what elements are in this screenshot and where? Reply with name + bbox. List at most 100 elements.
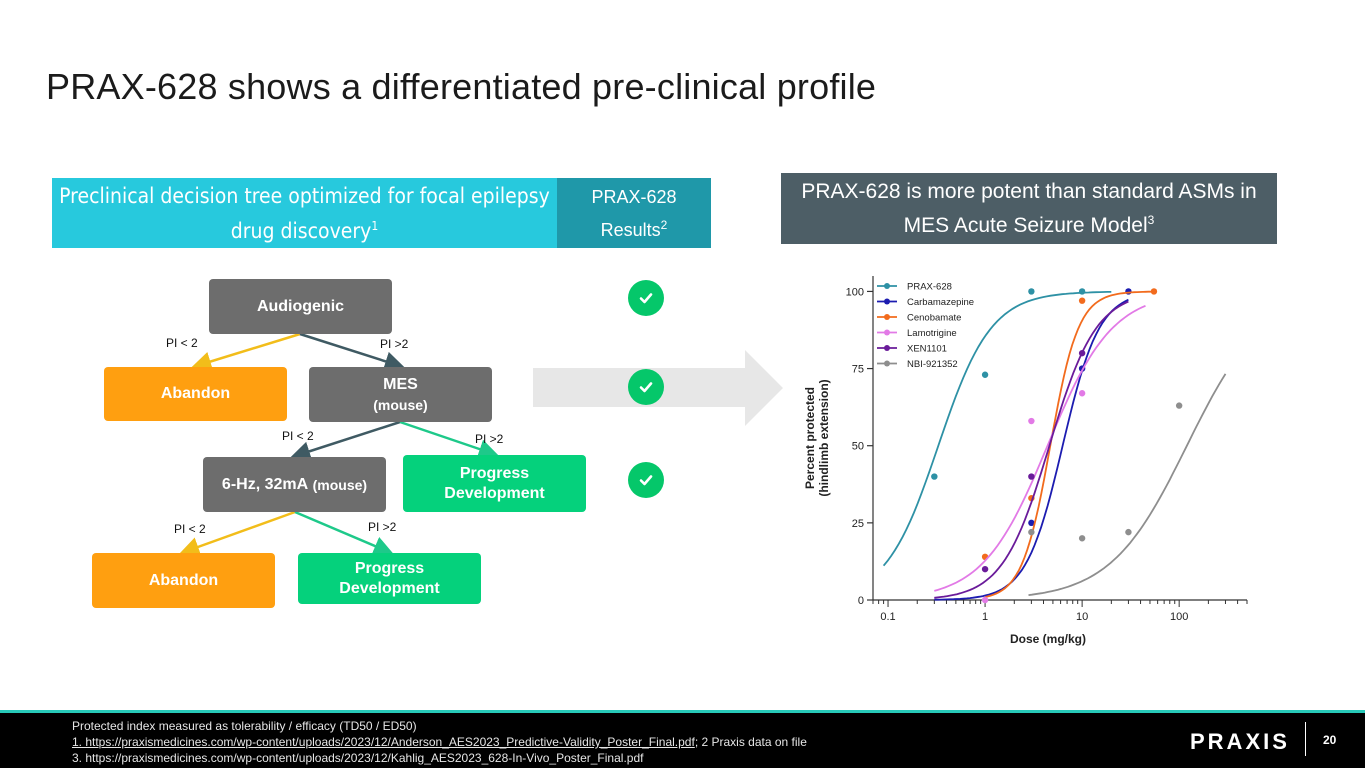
data-point-xen1101 (981, 565, 989, 573)
data-point-nbi-921352 (1175, 402, 1183, 409)
node-6hz-sub: (mouse) (312, 476, 368, 493)
series-curve-cenobamate (984, 290, 1155, 598)
pi-label-lt: PI < 2 (166, 336, 198, 350)
series-curve-xen1101 (934, 300, 1129, 599)
x-axis-label: Dose (mg/kg) (1010, 632, 1086, 646)
page-title: PRAX-628 shows a differentiated pre-clin… (46, 66, 877, 107)
results-header: PRAX-628 Results2 (557, 178, 711, 248)
legend-swatch-marker (884, 360, 890, 367)
x-tick-label: 100 (1170, 611, 1188, 623)
pi-label-lt: PI < 2 (282, 429, 314, 443)
node-mes-label: MES (383, 375, 418, 393)
footnote-line-2: 1. https://praxismedicines.com/wp-conten… (72, 735, 807, 749)
footnote-ref: 2 (660, 217, 668, 232)
legend-label: XEN1101 (907, 344, 947, 355)
decision-tree-header: Preclinical decision tree optimized for … (52, 178, 557, 248)
data-point-cenobamate (1150, 288, 1158, 295)
x-tick-label: 10 (1076, 611, 1088, 623)
node-progress-2-line2: Development (339, 579, 440, 597)
edge-audiogenic-mes (299, 332, 405, 371)
data-point-prax-628 (931, 473, 938, 480)
footnote-ref: 1 (371, 218, 379, 233)
data-point-prax-628 (981, 371, 989, 378)
potency-header-line1: PRAX-628 is more potent than standard AS… (801, 179, 1257, 203)
footer-bar (0, 710, 1365, 768)
node-6hz: 6-Hz, 32mA (mouse) (203, 457, 386, 512)
node-6hz-label: 6-Hz, 32mA (221, 475, 309, 493)
potency-header: PRAX-628 is more potent than standard AS… (781, 173, 1277, 244)
data-point-prax-628 (1028, 288, 1035, 295)
footnote-line-2-rest: ; 2 Praxis data on file (694, 735, 807, 749)
node-progress-2: Progress Development (298, 553, 481, 604)
node-progress-2-line1: Progress (354, 559, 425, 577)
y-axis-label: Percent protected (803, 387, 817, 489)
node-audiogenic-label: Audiogenic (256, 297, 345, 315)
node-abandon-2: Abandon (92, 553, 275, 608)
edge-mes-progress (399, 420, 499, 459)
node-abandon-1-label: Abandon (160, 385, 231, 402)
node-abandon-1: Abandon (104, 367, 287, 421)
footnote-ref: 3 (1147, 212, 1155, 227)
decision-tree-header-line2: drug discovery (230, 218, 372, 243)
node-audiogenic: Audiogenic (209, 279, 392, 334)
pi-label-gt: PI >2 (475, 432, 504, 446)
node-progress-1-line1: Progress (459, 464, 530, 482)
edge-mes-6hz (290, 420, 401, 461)
node-progress-1-line2: Development (444, 484, 545, 502)
data-point-nbi-921352 (1078, 535, 1086, 542)
praxis-logo: PRAXIS (1190, 729, 1290, 754)
legend-label: Carbamazepine (907, 297, 974, 308)
legend-swatch-marker (884, 298, 890, 305)
footnote-line-3: 3. https://praxismedicines.com/wp-conten… (72, 751, 644, 765)
footnote-line-1: Protected index measured as tolerability… (72, 719, 417, 733)
data-point-lamotrigine (1028, 417, 1035, 425)
node-mes-sub: (mouse) (373, 396, 428, 413)
y-tick-label: 50 (852, 441, 864, 453)
legend-label: Lamotrigine (907, 328, 957, 339)
series-curve-lamotrigine (934, 304, 1146, 592)
y-tick-label: 25 (852, 518, 864, 530)
data-point-cenobamate (1078, 297, 1086, 304)
page-number: 20 (1323, 733, 1337, 747)
x-tick-label: 1 (982, 611, 988, 623)
legend-swatch-marker (884, 329, 890, 336)
results-header-line2: Results (600, 219, 661, 240)
pi-label-gt: PI >2 (380, 337, 409, 351)
check-icon (628, 462, 664, 498)
y-axis-label: (hindlimb extension) (817, 379, 831, 496)
edge-audiogenic-abandon (191, 332, 301, 372)
legend-label: NBI-921352 (907, 359, 958, 370)
data-point-nbi-921352 (1028, 528, 1035, 536)
data-point-nbi-921352 (1125, 528, 1132, 536)
potency-header-line2: MES Acute Seizure Model (903, 213, 1148, 237)
edge-6hz-abandon (179, 510, 296, 557)
pi-label-gt: PI >2 (368, 520, 397, 534)
node-progress-1: Progress Development (403, 455, 586, 512)
edge-6hz-progress (294, 510, 394, 556)
y-tick-label: 100 (846, 286, 864, 298)
data-point-xen1101 (1078, 349, 1086, 357)
series-curve-carbamazepine (934, 298, 1129, 601)
y-tick-label: 75 (852, 364, 864, 376)
data-point-xen1101 (1028, 473, 1035, 480)
data-point-lamotrigine (981, 596, 989, 604)
legend-swatch-marker (884, 283, 890, 289)
legend-swatch-marker (884, 345, 890, 351)
pi-label-lt: PI < 2 (174, 522, 206, 536)
dose-response-chart: 0 25 50 75 100 0.1 1 10 100 Dose (mg/kg) Percent p… (803, 276, 1248, 646)
check-icon (628, 369, 664, 405)
x-tick-label: 0.1 (880, 611, 895, 623)
data-point-lamotrigine (1078, 390, 1086, 397)
reference-link-1[interactable]: 1. https://praxismedicines.com/wp-conten… (72, 735, 695, 749)
legend-swatch-marker (884, 314, 890, 320)
data-point-carbamazepine (1028, 519, 1035, 527)
series-curve-nbi-921352 (1028, 373, 1227, 596)
legend-label: PRAX-628 (907, 282, 952, 293)
node-mes: MES (mouse) (309, 367, 492, 422)
y-tick-label: 0 (858, 595, 864, 607)
results-header-line1: PRAX-628 (591, 186, 677, 207)
check-icon (628, 280, 664, 316)
data-point-prax-628 (1078, 288, 1086, 295)
series-curve-prax-628 (882, 290, 1112, 567)
decision-tree-header-line1: Preclinical decision tree optimized for … (59, 183, 550, 208)
